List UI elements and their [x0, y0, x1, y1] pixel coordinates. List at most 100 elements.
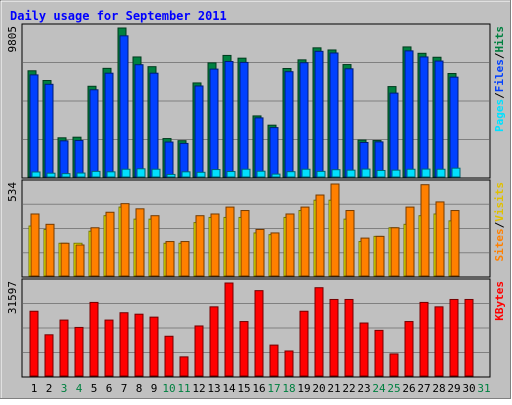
bar-kbytes [329, 298, 339, 377]
bar-files [209, 68, 219, 178]
bar-files [329, 52, 339, 178]
bar-files [239, 61, 249, 178]
y-max-label: 534 [6, 182, 19, 202]
bar-files [389, 92, 399, 178]
bar-sites [435, 201, 445, 277]
legend-entry: KBytes [493, 281, 506, 321]
bar-kbytes [404, 321, 414, 377]
x-axis-labels: 1 2 3 4 5 6 7 8 9 10 11 12 13 14 15 16 17 18 19 20 21 22 23 24 2… [31, 382, 491, 395]
y-max-label: 9805 [6, 26, 19, 53]
x-tick-label: 14 [222, 382, 236, 395]
bar-pages [226, 171, 236, 178]
bar-files [404, 50, 414, 178]
bar-files [419, 56, 429, 178]
x-tick-label: 16 [252, 382, 265, 395]
legend-entry: Visits [493, 182, 506, 222]
bar-pages [361, 168, 371, 178]
legend-entry: / [493, 52, 506, 59]
bar-pages [151, 168, 161, 178]
x-tick-label: 21 [327, 382, 340, 395]
x-tick-label: 3 [61, 382, 68, 395]
bar-sites [150, 215, 160, 277]
bar-sites [375, 235, 385, 277]
legend-entry: Hits [493, 26, 506, 53]
x-tick-label: 1 [31, 382, 38, 395]
bar-sites [180, 241, 190, 277]
bar-kbytes [224, 282, 234, 377]
x-tick-label: 20 [312, 382, 325, 395]
legend-entry: / [493, 92, 506, 99]
bar-files [344, 68, 354, 178]
bar-files [104, 72, 114, 178]
bar-sites [90, 227, 100, 277]
bar-sites [75, 244, 85, 277]
bar-sites [135, 208, 145, 277]
bar-files [254, 117, 264, 178]
bar-kbytes [389, 353, 399, 377]
x-tick-label: 17 [267, 382, 280, 395]
x-tick-label: 15 [237, 382, 250, 395]
bar-files [314, 50, 324, 178]
x-tick-label: 24 [372, 382, 386, 395]
series-sites [30, 183, 460, 277]
bar-sites [450, 210, 460, 277]
x-tick-label: 22 [342, 382, 355, 395]
bar-files [284, 71, 294, 178]
bar-pages [121, 168, 131, 178]
bar-kbytes [254, 290, 264, 377]
bar-files [194, 85, 204, 178]
x-tick-label: 10 [162, 382, 175, 395]
series-files [29, 35, 459, 178]
x-tick-label: 12 [192, 382, 205, 395]
bar-sites [270, 232, 280, 277]
x-tick-label: 7 [121, 382, 128, 395]
legend-entry: / [493, 221, 506, 228]
panel-kbytes: 31597 KBytes [6, 278, 506, 378]
bar-pages [91, 170, 101, 178]
bar-pages [196, 171, 206, 178]
bar-kbytes [194, 325, 204, 377]
bar-pages [256, 170, 266, 178]
bar-kbytes [119, 312, 129, 377]
legend-text: KBytes [493, 281, 506, 321]
bar-sites [210, 213, 220, 277]
bar-pages [181, 171, 191, 178]
bar-kbytes [59, 319, 69, 377]
x-tick-label: 26 [402, 382, 415, 395]
chart-title: Daily usage for September 2011 [10, 9, 227, 23]
bar-files [29, 74, 39, 178]
bar-pages [286, 171, 296, 178]
x-tick-label: 9 [151, 382, 158, 395]
x-tick-label: 5 [91, 382, 98, 395]
legend-entry: Sites [493, 228, 506, 261]
bar-sites [390, 227, 400, 277]
bar-pages [451, 167, 461, 178]
bar-kbytes [449, 298, 459, 377]
bar-pages [271, 173, 281, 178]
series-kbytes [29, 282, 474, 377]
x-tick-label: 18 [282, 382, 295, 395]
bar-kbytes [74, 326, 84, 377]
bar-files [434, 60, 444, 178]
legend-entry: Files [493, 59, 506, 92]
bar-kbytes [209, 306, 219, 377]
bar-sites [120, 203, 130, 277]
bar-kbytes [29, 310, 39, 377]
bar-pages [136, 168, 146, 178]
bar-pages [166, 173, 176, 178]
bar-kbytes [179, 356, 189, 377]
bar-kbytes [419, 301, 429, 377]
bar-kbytes [299, 310, 309, 377]
bar-sites [45, 223, 55, 277]
bar-pages [46, 172, 56, 178]
bar-kbytes [374, 329, 384, 377]
bar-pages [436, 168, 446, 178]
bar-kbytes [89, 301, 99, 377]
bar-kbytes [239, 321, 249, 377]
bar-sites [300, 206, 310, 277]
bar-kbytes [149, 316, 159, 377]
bar-sites [285, 213, 295, 277]
bar-pages [211, 169, 221, 178]
bar-sites [165, 241, 175, 277]
